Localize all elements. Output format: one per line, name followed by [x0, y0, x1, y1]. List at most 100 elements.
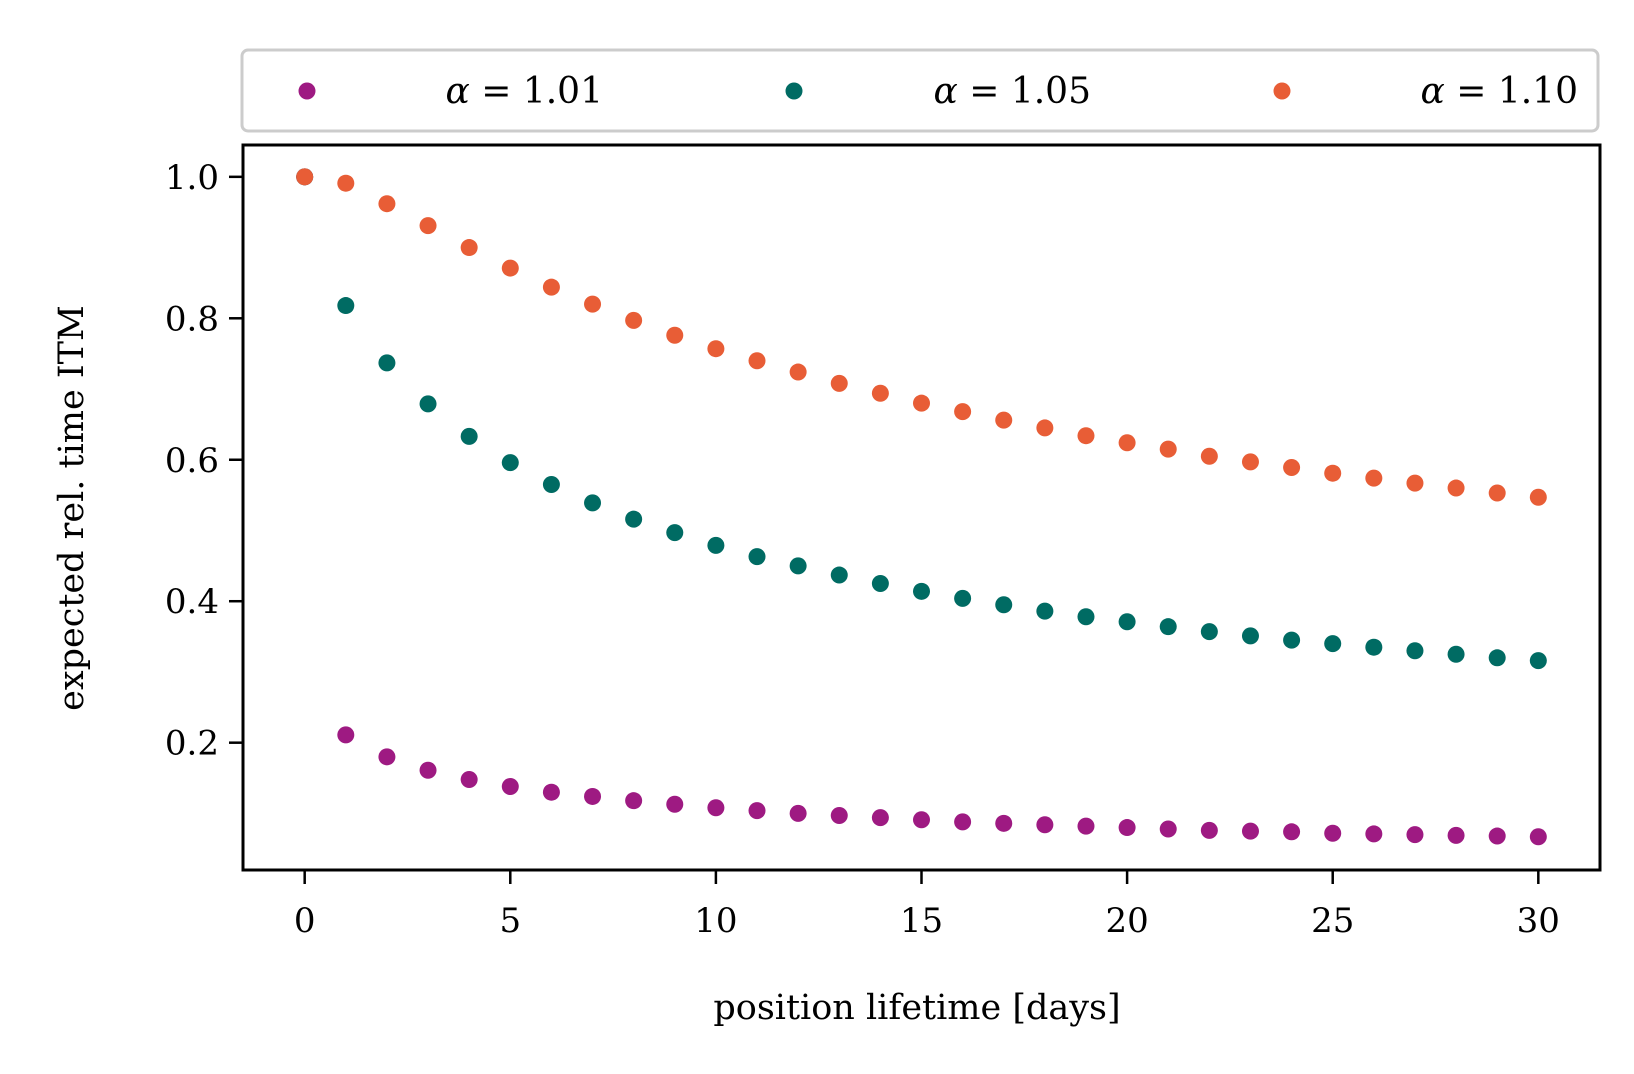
- y-axis-label: expected rel. time ITM: [52, 305, 92, 711]
- data-point: [1365, 469, 1383, 487]
- data-point: [1447, 826, 1465, 844]
- data-point: [542, 278, 560, 296]
- data-point: [1241, 822, 1259, 840]
- x-tick-label: 20: [1105, 901, 1148, 941]
- data-point: [460, 239, 478, 257]
- x-tick-label: 15: [900, 901, 943, 941]
- data-point: [707, 799, 725, 817]
- data-point: [1200, 623, 1218, 641]
- data-point: [830, 374, 848, 392]
- data-point: [584, 295, 602, 313]
- data-point: [1488, 827, 1506, 845]
- data-point: [625, 510, 643, 528]
- y-tick-label: 1.0: [165, 158, 219, 198]
- data-point: [1118, 434, 1136, 452]
- data-point: [913, 811, 930, 829]
- x-tick-label: 5: [499, 901, 521, 941]
- data-point: [1365, 825, 1383, 843]
- data-point: [1241, 453, 1259, 471]
- data-point: [501, 454, 519, 472]
- data-point: [789, 363, 807, 381]
- data-point: [1036, 602, 1054, 620]
- data-point: [871, 809, 889, 827]
- data-point: [1159, 820, 1177, 838]
- legend-marker: [785, 82, 803, 100]
- data-point: [1324, 464, 1342, 482]
- data-point: [871, 575, 889, 593]
- data-point: [1283, 823, 1301, 841]
- data-point: [542, 476, 560, 494]
- data-point: [871, 384, 889, 402]
- legend-marker: [1273, 82, 1291, 100]
- data-point: [1159, 440, 1177, 458]
- data-point: [1159, 618, 1177, 636]
- data-point: [542, 783, 560, 801]
- data-point: [1406, 642, 1424, 660]
- data-point: [625, 792, 643, 810]
- x-tick-label: 25: [1311, 901, 1354, 941]
- legend: α = 1.01 α = 1.05 α = 1.10: [240, 48, 1600, 133]
- data-point: [501, 259, 519, 277]
- data-point: [1283, 459, 1301, 477]
- data-point: [748, 352, 766, 370]
- data-point: [1365, 638, 1383, 656]
- legend-frame: [240, 48, 1600, 133]
- legend-marker: [298, 82, 316, 100]
- data-point: [337, 174, 355, 192]
- data-point: [954, 589, 972, 607]
- data-point: [666, 795, 684, 813]
- x-tick-label: 10: [694, 901, 737, 941]
- data-point: [789, 804, 807, 822]
- data-point: [1529, 488, 1547, 506]
- data-point: [995, 596, 1013, 614]
- data-point: [378, 354, 396, 372]
- series-1-05: [296, 168, 1547, 670]
- data-point: [378, 748, 396, 766]
- data-point: [1036, 419, 1054, 437]
- data-point: [954, 813, 972, 831]
- data-point: [1077, 817, 1095, 835]
- data-point: [1529, 652, 1547, 670]
- y-tick-label: 0.6: [165, 441, 219, 481]
- data-point: [1283, 631, 1301, 649]
- data-point: [419, 761, 437, 779]
- data-point: [1077, 608, 1095, 626]
- data-point: [378, 195, 396, 213]
- data-point: [707, 536, 725, 554]
- data-point: [1324, 635, 1342, 653]
- y-tick-label: 0.8: [165, 299, 219, 339]
- data-point: [707, 340, 725, 358]
- data-point: [1447, 479, 1465, 497]
- data-point: [1488, 649, 1506, 667]
- x-axis-label: position lifetime [days]: [713, 988, 1120, 1028]
- data-point: [995, 814, 1013, 832]
- data-point: [1406, 826, 1424, 844]
- data-point: [625, 311, 643, 329]
- series-1-10: [296, 168, 1547, 506]
- legend-label: α = 1.01: [445, 71, 603, 112]
- x-tick-label: 0: [294, 901, 316, 941]
- data-point: [1241, 627, 1259, 645]
- data-point: [1036, 816, 1054, 834]
- data-point: [419, 217, 437, 235]
- data-point: [1406, 474, 1424, 492]
- data-point: [296, 168, 314, 186]
- data-point: [1118, 613, 1136, 631]
- data-point: [584, 494, 602, 512]
- data-point: [1118, 819, 1136, 837]
- data-point: [1324, 824, 1342, 842]
- data-point: [460, 770, 478, 788]
- data-point: [954, 403, 972, 421]
- data-point: [337, 726, 355, 744]
- data-point: [748, 548, 766, 566]
- data-point: [830, 807, 848, 825]
- data-point: [337, 297, 355, 315]
- data-point: [584, 787, 602, 805]
- data-point: [748, 802, 766, 820]
- data-point: [789, 557, 807, 575]
- x-axis: 0 5 10 15 20 25 30: [294, 870, 1560, 941]
- y-tick-label: 0.2: [165, 724, 219, 764]
- data-point: [1447, 645, 1465, 663]
- data-point: [501, 778, 519, 796]
